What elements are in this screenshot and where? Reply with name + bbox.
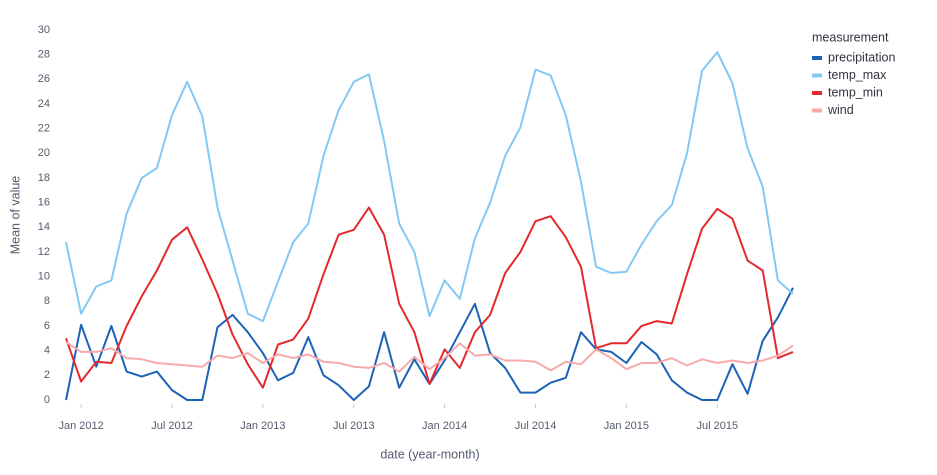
y-tick-label: 28: [38, 49, 50, 61]
y-tick-label: 14: [38, 221, 50, 233]
x-tick-label: Jan 2015: [604, 420, 649, 432]
legend-label: precipitation: [828, 50, 895, 64]
legend-title: measurement: [812, 30, 889, 44]
legend-label: temp_min: [828, 85, 883, 99]
y-tick-label: 20: [38, 147, 50, 159]
y-tick-label: 22: [38, 123, 50, 135]
legend-label: temp_max: [828, 68, 887, 82]
y-tick-label: 24: [38, 98, 50, 110]
y-axis-title: Mean of value: [8, 176, 22, 255]
line-series: [65, 341, 794, 373]
y-tick-label: 30: [38, 24, 50, 36]
x-tick-label: Jul 2014: [515, 420, 557, 432]
y-tick-label: 6: [44, 320, 50, 332]
line-series: [65, 51, 794, 323]
y-tick-label: 18: [38, 172, 50, 184]
x-tick-label: Jul 2013: [333, 420, 375, 432]
y-tick-label: 26: [38, 73, 50, 85]
y-tick-label: 4: [44, 345, 50, 357]
x-tick-label: Jan 2012: [59, 420, 104, 432]
x-tick-label: Jan 2013: [240, 420, 285, 432]
legend-swatch: [812, 108, 822, 113]
legend-swatch: [812, 56, 822, 60]
y-tick-label: 16: [38, 197, 50, 209]
y-tick-label: 12: [38, 246, 50, 258]
legend-swatch: [812, 73, 822, 78]
y-tick-label: 8: [44, 295, 50, 307]
x-tick-label: Jul 2015: [696, 420, 738, 432]
line-series: [65, 206, 794, 389]
legend-label: wind: [827, 103, 854, 117]
legend-swatch: [812, 91, 822, 95]
x-tick-label: Jul 2012: [151, 420, 193, 432]
x-tick-label: Jan 2014: [422, 420, 467, 432]
y-tick-label: 0: [44, 394, 50, 406]
y-tick-label: 2: [44, 369, 50, 381]
x-axis-title: date (year-month): [380, 447, 479, 461]
y-tick-label: 10: [38, 271, 50, 283]
